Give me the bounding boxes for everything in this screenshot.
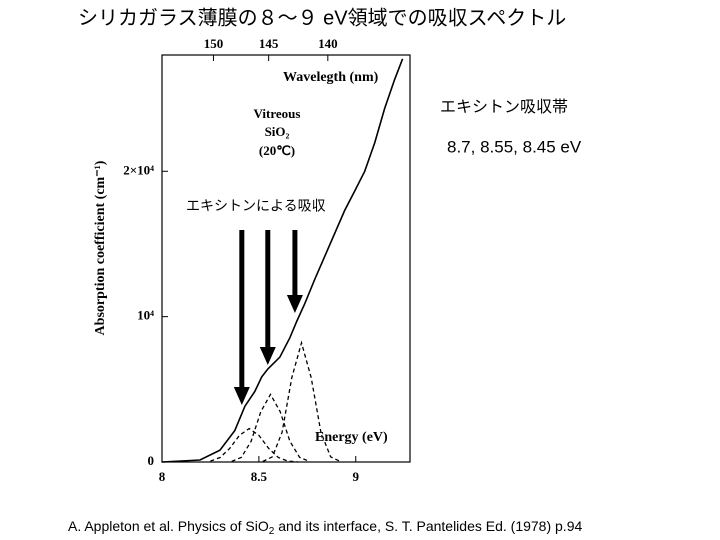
component-curve — [262, 340, 341, 463]
x2-tick-label: 140 — [318, 36, 338, 51]
y-tick-label: 10⁴ — [137, 308, 154, 323]
x-axis-label: Energy (eV) — [315, 430, 388, 445]
sample-label: SiO₂ — [265, 124, 290, 139]
citation: A. Appleton et al. Physics of SiO2 and i… — [68, 518, 582, 537]
citation-sub: 2 — [269, 526, 275, 537]
note-heading: エキシトン吸収帯 — [440, 98, 568, 116]
slide-title: シリカガラス薄膜の８～９ eV領域での吸収スペクトル — [78, 6, 566, 29]
arrow-head — [233, 387, 250, 406]
y-tick-label: 2×10⁴ — [123, 162, 154, 177]
x-tick-label: 8 — [159, 469, 166, 484]
y-tick-label: 0 — [148, 453, 155, 468]
arrow-head — [286, 295, 303, 314]
x-tick-label: 9 — [353, 469, 360, 484]
x2-axis-label: Wavelegth (nm) — [283, 70, 379, 85]
absorption-curve — [161, 58, 404, 463]
citation-text: and its interface, S. T. Pantelides Ed. … — [274, 518, 582, 534]
note-values: 8.7, 8.55, 8.45 eV — [447, 137, 582, 156]
sample-label: (20℃) — [259, 143, 295, 158]
sample-label: Vitreous — [254, 106, 301, 121]
component-curve — [231, 393, 310, 462]
component-curve — [210, 427, 298, 463]
citation-text: A. Appleton et al. Physics of SiO — [68, 518, 269, 534]
x-tick-label: 8.5 — [251, 469, 268, 484]
x2-tick-label: 150 — [204, 36, 224, 51]
x2-tick-label: 145 — [259, 36, 279, 51]
plot-frame — [161, 54, 411, 463]
arrow-label: エキシトンによる吸収 — [186, 198, 326, 214]
plot: Wavelegth (nm) Energy (eV) Absorption co… — [93, 36, 411, 484]
y-axis-label: Absorption coefficient (cm⁻¹) — [93, 160, 108, 335]
arrow-head — [259, 347, 276, 366]
